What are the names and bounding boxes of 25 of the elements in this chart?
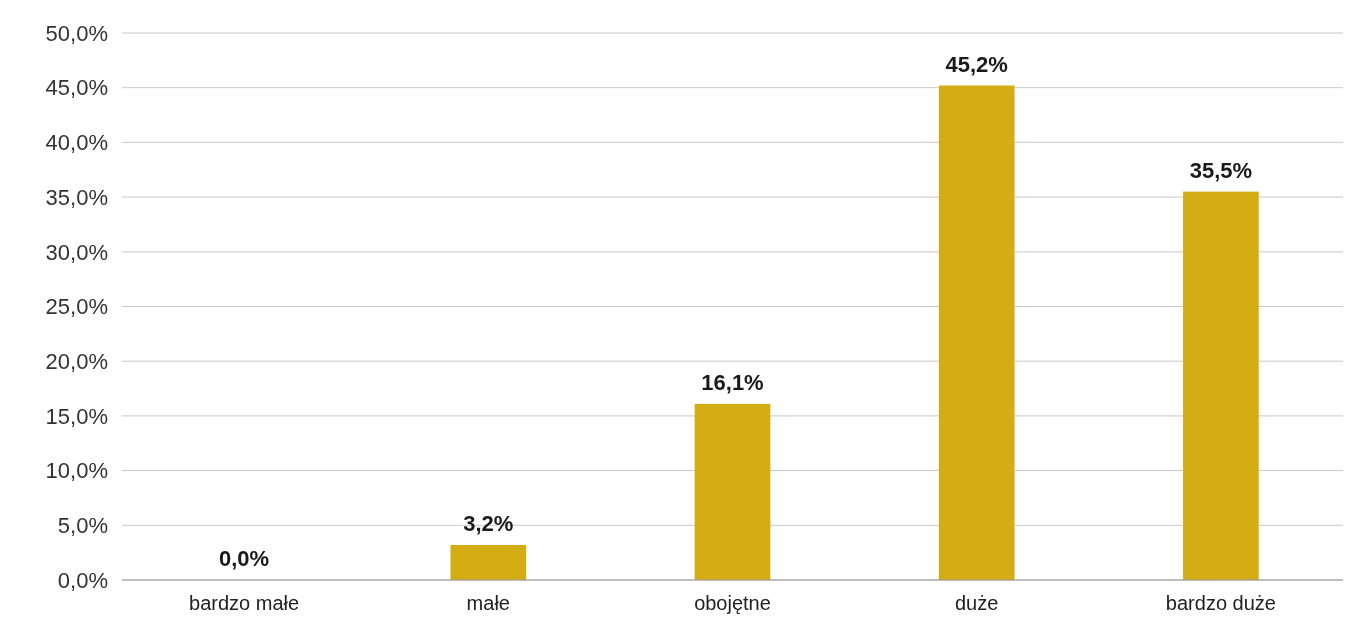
bar <box>450 544 527 580</box>
x-tick-label: małe <box>466 592 510 614</box>
y-tick-label: 10,0% <box>45 458 108 484</box>
y-tick-label: 0,0% <box>57 567 108 593</box>
bar <box>694 403 771 580</box>
x-tick-label: bardzo małe <box>189 592 300 614</box>
y-tick-label: 20,0% <box>45 348 108 374</box>
data-label: 35,5% <box>1189 157 1253 183</box>
y-tick-label: 5,0% <box>57 513 108 538</box>
y-tick-label: 25,0% <box>45 294 108 320</box>
bar <box>1183 191 1259 580</box>
y-tick-label: 35,0% <box>45 184 108 210</box>
y-tick-label: 45,0% <box>45 75 108 101</box>
y-tick-label: 30,0% <box>45 239 108 265</box>
data-label: 3,2% <box>463 510 514 536</box>
x-tick-label: bardzo duże <box>1165 592 1276 614</box>
y-tick-label: 40,0% <box>45 130 108 156</box>
data-label: 0,0% <box>219 546 270 571</box>
data-label: 16,1% <box>701 369 764 395</box>
x-tick-label: duże <box>955 592 999 614</box>
y-tick-label: 15,0% <box>45 403 108 429</box>
y-tick-label: 50,0% <box>45 20 108 46</box>
bar <box>938 85 1015 580</box>
data-label: 45,2% <box>945 51 1008 77</box>
x-tick-label: obojętne <box>694 592 771 614</box>
